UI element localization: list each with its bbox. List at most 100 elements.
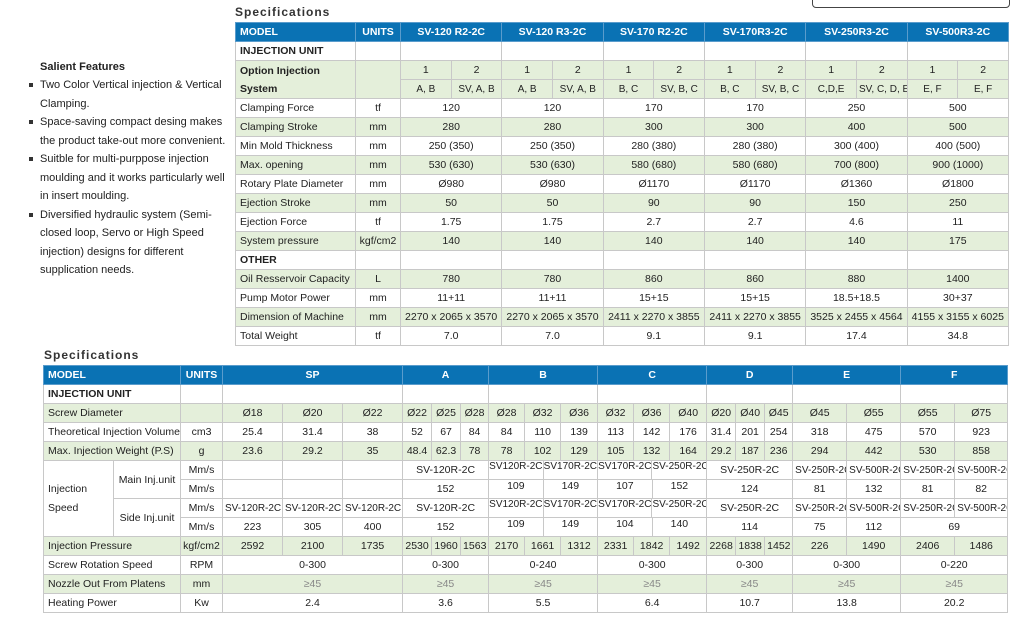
value-cell: SV120R-2C	[489, 461, 543, 473]
row-label: Pump Motor Power	[235, 288, 356, 308]
value-cell: 9.1	[602, 326, 705, 346]
value-cell: 254	[764, 422, 794, 442]
option-system: E, F	[906, 79, 959, 99]
units-header: UNITS	[355, 22, 401, 42]
value-cell: 880	[805, 269, 908, 289]
value-cell: 105	[597, 441, 635, 461]
value-cell: 84	[460, 422, 490, 442]
value-cell: 300	[703, 117, 807, 137]
option-system: E, F	[957, 79, 1009, 99]
option-system: SV, A, B	[551, 79, 604, 99]
value-cell: 250 (350)	[501, 136, 604, 156]
row-unit: Mm/s	[180, 479, 224, 499]
value-cell: 152	[651, 480, 706, 498]
value-cell: SV-250R-2C	[651, 499, 706, 517]
table-row: INJECTION UNIT	[42, 384, 1009, 404]
value-cell: 1486	[954, 536, 1009, 556]
value-cell: 2.7	[703, 212, 807, 232]
row-label: Oil Resservoir Capacity	[235, 269, 356, 289]
empty-cell	[906, 250, 1009, 270]
row-label: Screw Rotation Speed	[42, 555, 182, 575]
split-cell: 109 149	[488, 479, 599, 499]
option-number: 2	[450, 60, 503, 80]
value-cell	[222, 460, 284, 480]
value-cell: 3525 x 2455 x 4564	[805, 307, 908, 327]
value-cell: 31.4	[282, 422, 344, 442]
value-cell: Ø22	[342, 403, 404, 423]
row-label: Max. Injection Weight (P.S)	[42, 441, 182, 461]
row-unit: Kw	[180, 593, 224, 613]
row-label: Injection Pressure	[42, 536, 182, 556]
row-label: Min Mold Thickness	[235, 136, 356, 156]
split-values: SV170R-2C SV-250R-2C	[599, 499, 706, 517]
row-label: Max. opening	[235, 155, 356, 175]
table-row: Screw Diameter Ø18 Ø20 Ø22 Ø22 Ø25 Ø28 Ø28 Ø32 Ø3…	[42, 403, 1009, 423]
row-unit: Mm/s	[180, 460, 224, 480]
table-row: Screw Rotation Speed RPM 0-300 0-300 0-240 0-…	[42, 555, 1009, 575]
empty-cell	[501, 250, 604, 270]
value-cell: 1452	[764, 536, 794, 556]
value-cell: 20.2	[900, 593, 1009, 613]
value-cell: 62.3	[431, 441, 462, 461]
value-cell: 780	[399, 269, 503, 289]
value-cell: Ø980	[399, 174, 503, 194]
units-cell	[355, 250, 401, 270]
bottom-spec-title: Specifications	[44, 348, 140, 362]
value-cell: Ø25	[431, 403, 462, 423]
value-cell: 109	[507, 518, 525, 531]
group-name: E	[792, 365, 902, 385]
table-row: Option Injection System 1 2 1 2 1 2 1 2 1 2 1 2	[235, 60, 1009, 99]
value-cell: 29.2	[706, 441, 737, 461]
value-cell: 0-240	[488, 555, 599, 575]
value-cell: 142	[633, 422, 671, 442]
table-row: Max. Injection Weight (P.S) g 23.6 29.2 35 48…	[42, 441, 1009, 461]
row-unit: mm	[355, 288, 401, 308]
value-cell: 305	[282, 517, 344, 537]
value-cell: 280	[501, 117, 604, 137]
table-row: System pressure kgf/cm2 140 140 140 140 140 175	[235, 231, 1009, 251]
units-cell	[355, 60, 401, 99]
table-row: Rotary Plate Diameter mm Ø980 Ø980 Ø1170 Ø117…	[235, 174, 1009, 194]
feature-item: Diversified hydraulic system (Semi-close…	[28, 206, 233, 280]
value-cell: 2411 x 2270 x 3855	[703, 307, 807, 327]
value-cell: 102	[524, 441, 562, 461]
option-number: 1	[501, 60, 553, 80]
value-cell: 2170	[488, 536, 526, 556]
empty-cell	[805, 41, 908, 61]
value-cell: 15+15	[602, 288, 705, 308]
value-cell: 132	[633, 441, 671, 461]
model-name: SV-170 R2-2C	[602, 22, 705, 42]
value-cell: 2.7	[602, 212, 705, 232]
value-cell: SV-120R-2C	[402, 460, 490, 480]
value-cell: 78	[488, 441, 526, 461]
row-unit: cm3	[180, 422, 224, 442]
row-unit: mm	[355, 155, 401, 175]
split-cell: 107 152	[597, 479, 708, 499]
table-row: Pump Motor Power mm 11+11 11+11 15+15 15+15 18…	[235, 288, 1009, 308]
empty-cell	[602, 250, 705, 270]
value-cell: Ø40	[735, 403, 766, 423]
spec-table-injection-units: MODEL UNITS SP A B C D E F INJECTION UNIT Screw Di…	[42, 365, 1009, 613]
value-cell: 120	[501, 98, 604, 118]
value-cell: 300	[602, 117, 705, 137]
value-cell	[282, 460, 344, 480]
value-cell: 110	[524, 422, 562, 442]
value-cell: 2411 x 2270 x 3855	[602, 307, 705, 327]
model-name: SV-250R3-2C	[805, 22, 908, 42]
value-cell: 236	[764, 441, 794, 461]
table-row: Max. opening mm 530 (630) 530 (630) 580 (680…	[235, 155, 1009, 175]
value-cell: SV-250R-2C	[651, 461, 706, 479]
table-row: Side Inj.unit Mm/s SV-120R-2C SV-120R-2C SV-…	[44, 498, 1009, 537]
value-cell: 175	[906, 231, 1009, 251]
value-cell: Ø45	[792, 403, 848, 423]
table-row: Mm/s 223 305 400 152 109 149 104 140 114 75 112 69	[44, 517, 1009, 537]
value-cell: 201	[735, 422, 766, 442]
empty-cell	[488, 384, 599, 404]
value-cell: SV170R-2C	[542, 461, 597, 479]
row-label: Rotary Plate Diameter	[235, 174, 356, 194]
main-inj-unit-label: Main Inj.unit	[112, 460, 182, 499]
row-label: Clamping Stroke	[235, 117, 356, 137]
value-cell: Ø20	[706, 403, 737, 423]
value-cell: 250	[805, 98, 908, 118]
row-label: Ejection Force	[235, 212, 356, 232]
